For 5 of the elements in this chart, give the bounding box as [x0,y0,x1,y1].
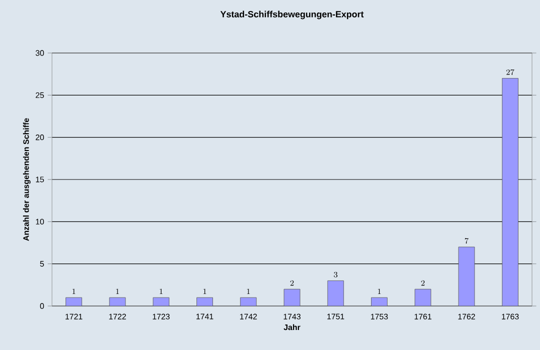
chart-title: Ystad-Schiffsbewegungen-Export [220,10,364,20]
bar [458,246,475,306]
bar [414,288,432,306]
bar [502,78,518,306]
bar [327,280,344,306]
